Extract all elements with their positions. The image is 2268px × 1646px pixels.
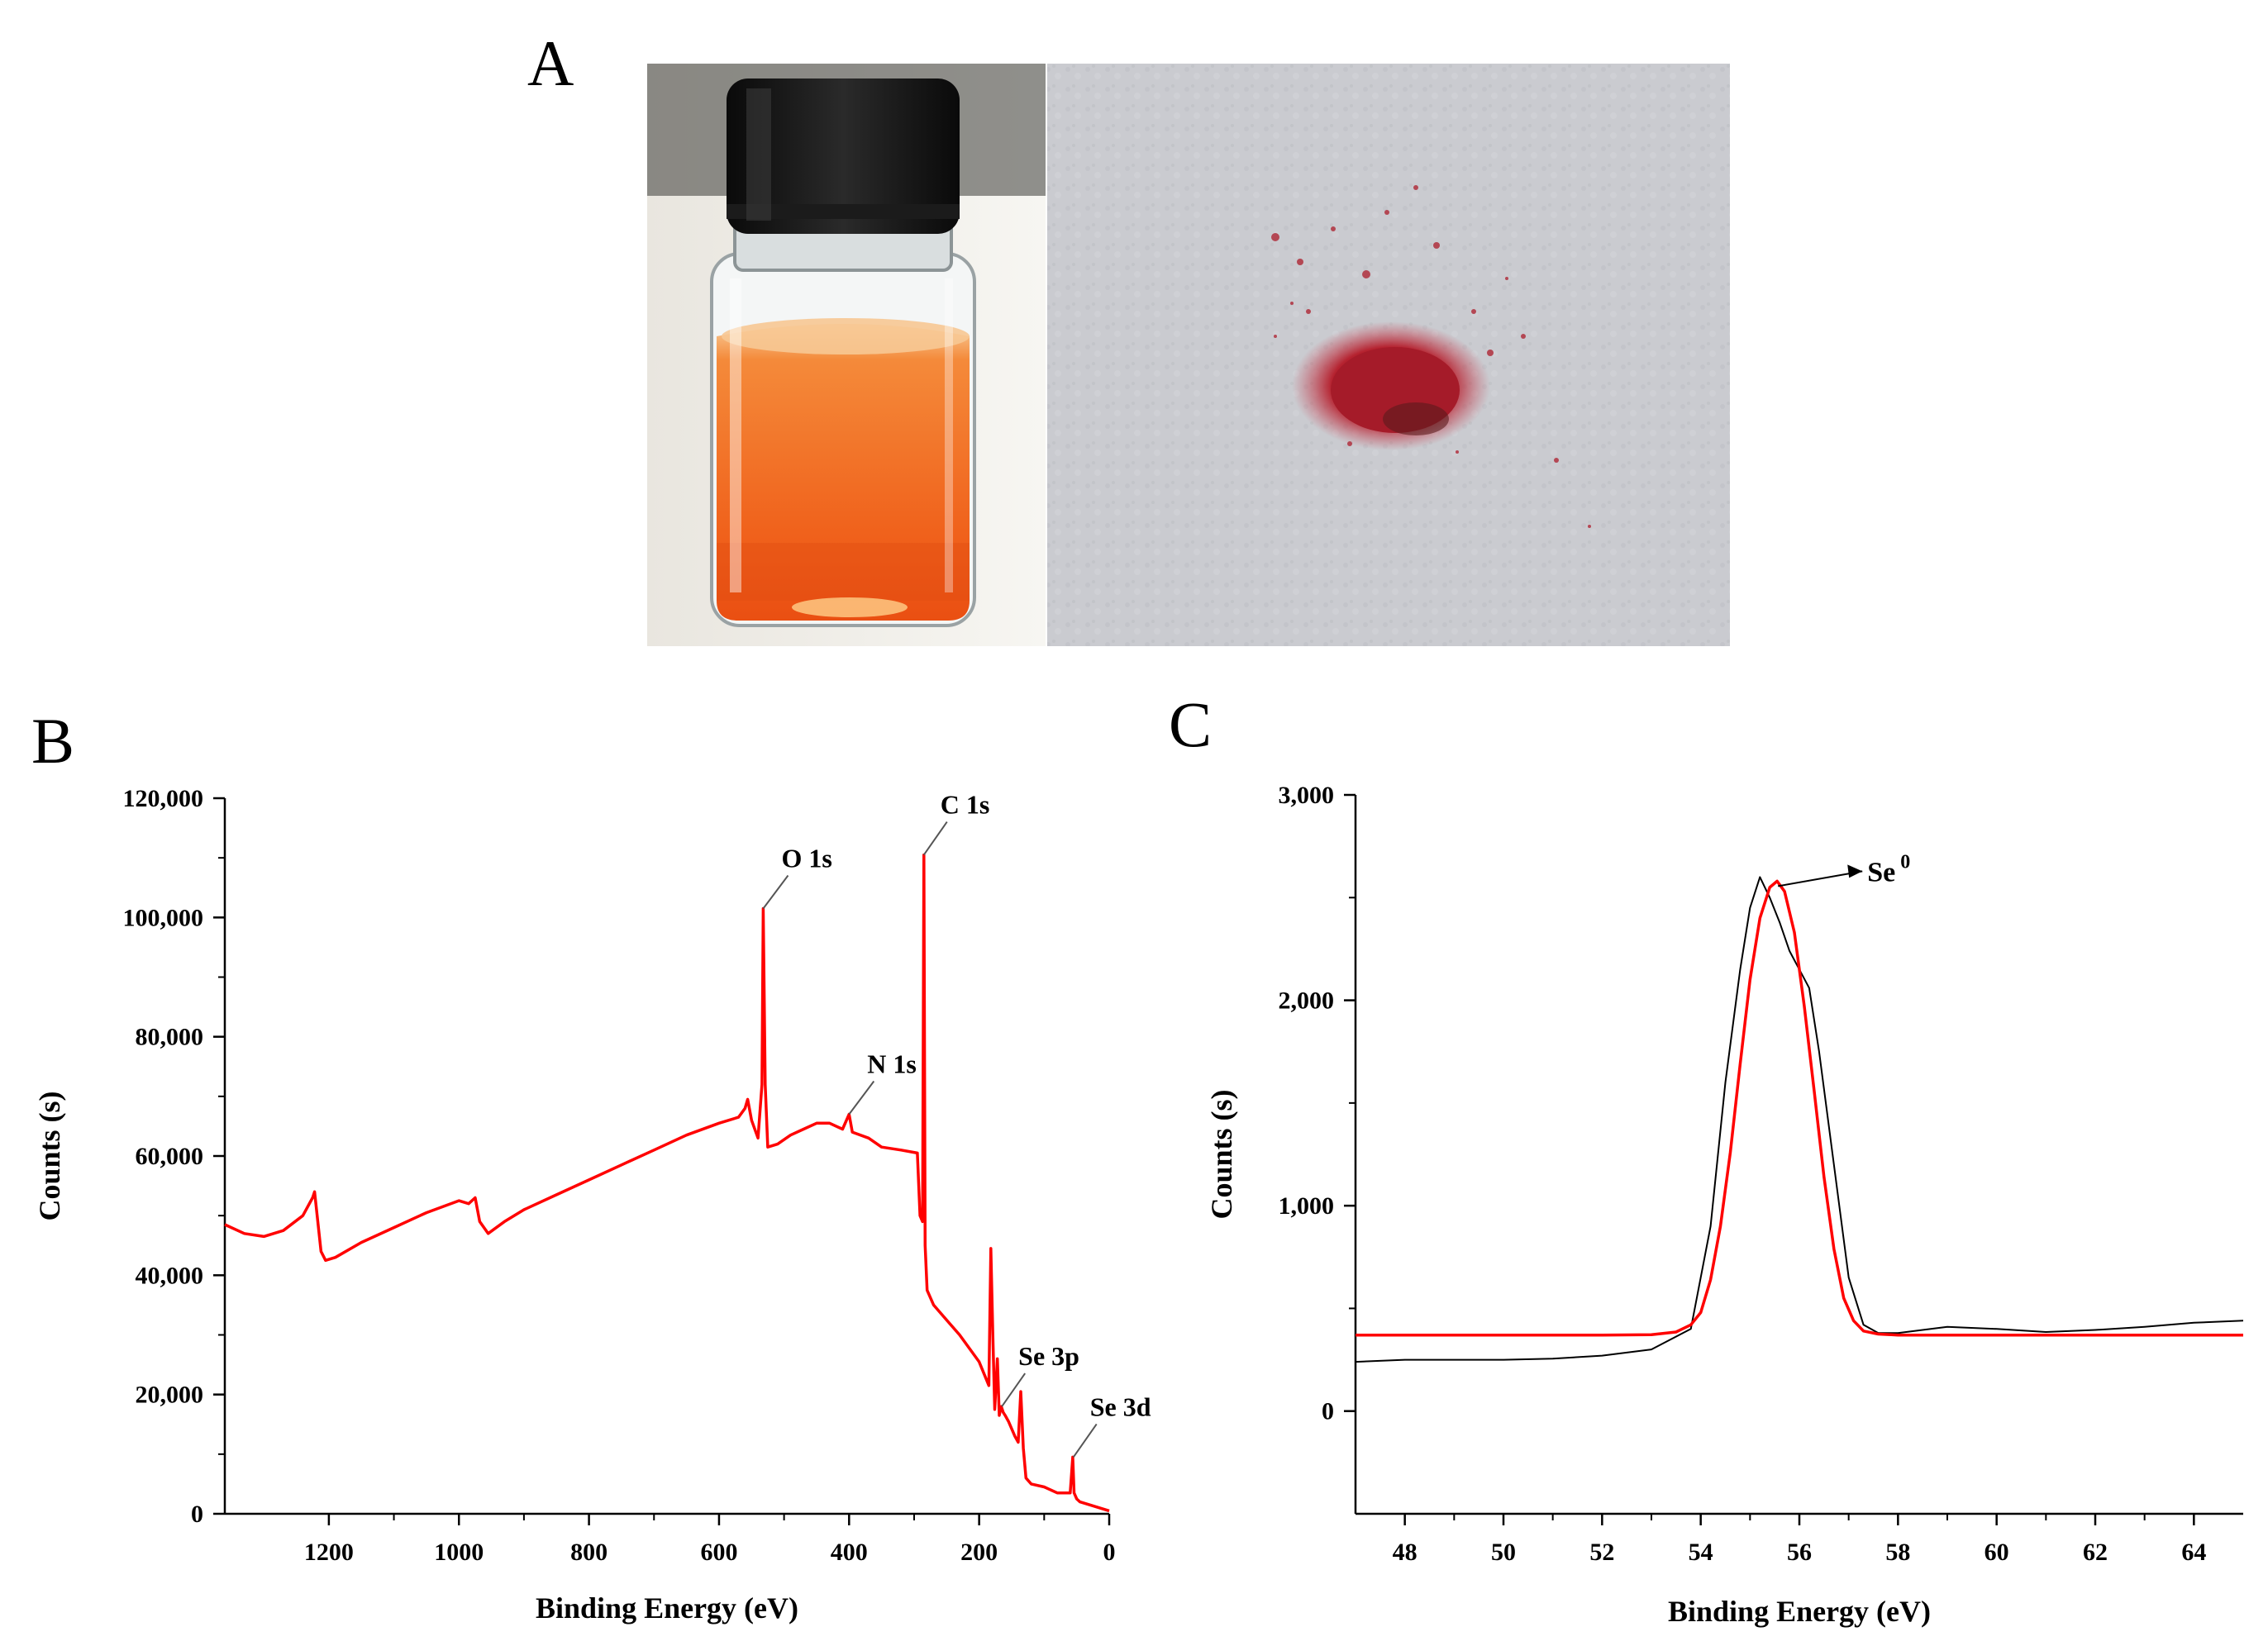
powder-photo [1047,64,1730,646]
annotation-label: Se 3d [1090,1391,1151,1421]
y-tick-label: 100,000 [123,904,204,931]
x-tick-label: 64 [2181,1539,2206,1566]
annotation-leader [1001,1372,1027,1407]
y-tick-label: 120,000 [123,785,204,812]
y-axis-title: Counts (s) [1205,1089,1238,1219]
y-tick-label: 80,000 [136,1024,204,1051]
annotation-superscript: 0 [1900,851,1910,873]
x-tick-label: 800 [570,1539,608,1566]
x-tick-label: 0 [1103,1539,1116,1566]
x-tick-label: 54 [1689,1539,1713,1566]
annotation-leader [1072,1423,1098,1458]
vial-photo [647,64,1046,646]
y-tick-label: 20,000 [136,1382,204,1409]
series-line-2 [1356,879,2243,1337]
annotation-leader [762,874,789,910]
y-tick-label: 0 [191,1501,203,1528]
panel-c-label: C [1169,688,1213,760]
x-tick-label: 1200 [304,1539,354,1566]
series-line-1 [224,853,1110,1513]
y-tick-label: 0 [1322,1398,1334,1425]
panel-a-label: A [527,27,574,99]
y-tick-label: 1,000 [1279,1192,1335,1220]
x-tick-label: 50 [1491,1539,1516,1566]
x-tick-label: 48 [1393,1539,1418,1566]
x-tick-label: 600 [700,1539,737,1566]
annotation-arrow [1778,870,1863,887]
annotation-label: N 1s [867,1049,917,1078]
series-line-1 [1355,876,2244,1363]
annotation-arrowhead [1847,864,1863,878]
x-tick-label: 56 [1787,1539,1812,1566]
x-axis-title: Binding Energy (eV) [536,1591,798,1625]
y-tick-label: 60,000 [136,1143,204,1170]
x-axis-title: Binding Energy (eV) [1668,1595,1931,1628]
y-tick-label: 40,000 [136,1262,204,1289]
y-tick-label: 3,000 [1279,782,1335,809]
x-tick-label: 58 [1885,1539,1910,1566]
y-axis-title: Counts (s) [33,1091,66,1220]
x-tick-label: 1000 [434,1539,484,1566]
annotation-label: Se 3p [1018,1341,1079,1371]
x-tick-label: 52 [1589,1539,1614,1566]
survey-spectrum-chart: 1200 1000 800 600 400 200 0 0 20,000 40,000 60,000… [33,785,1151,1625]
x-tick-label: 62 [2083,1539,2108,1566]
panel-b-label: B [31,705,75,777]
annotation-leader [922,821,948,856]
x-tick-label: 60 [1984,1539,2009,1566]
x-tick-label: 400 [831,1539,868,1566]
annotation-label: Se [1867,857,1895,887]
x-tick-label: 200 [960,1539,998,1566]
annotation-label: C 1s [941,790,990,820]
annotation-leader [848,1080,875,1116]
se3d-spectrum-chart: 48 50 52 54 56 58 60 62 64 0 1,000 2,000 3,000 Bindin… [1205,782,2244,1628]
panel-a-photos [647,64,1730,646]
annotation-label: O 1s [781,844,831,873]
y-tick-label: 2,000 [1279,987,1335,1015]
